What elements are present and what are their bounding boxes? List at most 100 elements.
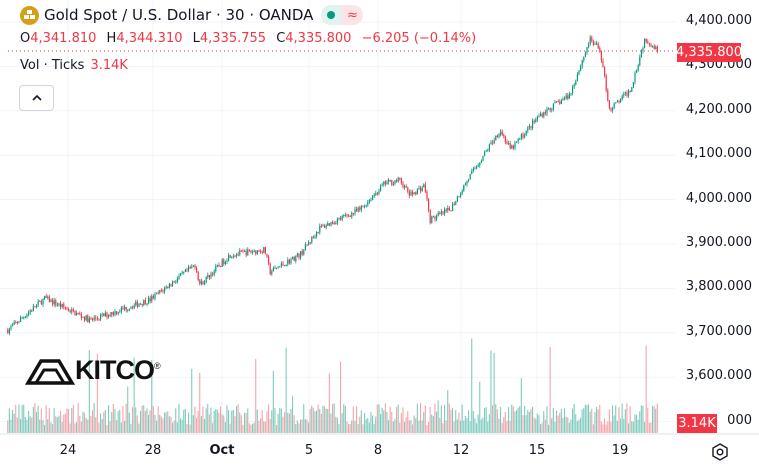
candle-body xyxy=(597,43,599,48)
candle-body xyxy=(181,272,183,274)
volume-bar xyxy=(205,408,207,433)
candle-body xyxy=(243,250,246,252)
candle-body xyxy=(327,223,329,226)
candle-body xyxy=(536,116,538,120)
volume-bar xyxy=(306,419,308,433)
candle-body xyxy=(123,307,126,309)
volume-bar xyxy=(149,410,151,433)
volume-bar xyxy=(72,405,74,433)
volume-bar xyxy=(106,424,108,433)
candle-body xyxy=(109,314,111,316)
candle-body xyxy=(381,184,383,186)
candle-body xyxy=(32,306,34,312)
candle-body xyxy=(55,300,57,306)
candle-body xyxy=(543,112,545,117)
candle-body xyxy=(18,321,20,323)
volume-bar xyxy=(154,414,156,433)
volume-bar xyxy=(183,409,185,433)
volume-bar xyxy=(64,413,66,433)
candle-body xyxy=(437,213,439,216)
candle-body xyxy=(139,303,142,305)
candle-body xyxy=(31,310,33,312)
candle-body xyxy=(594,43,596,45)
candle-body xyxy=(213,271,215,275)
volume-bar xyxy=(11,409,14,433)
candle-body xyxy=(167,286,169,288)
candle-body xyxy=(323,225,326,228)
volume-bar xyxy=(549,347,551,433)
candle-body xyxy=(263,247,265,253)
candle-body xyxy=(275,267,278,269)
candle-body xyxy=(85,315,87,321)
volume-bar xyxy=(200,416,202,433)
volume-bar xyxy=(416,403,418,433)
candle-body xyxy=(581,60,583,67)
candle-body xyxy=(645,38,647,42)
volume-bar xyxy=(403,421,406,433)
volume-bar xyxy=(384,403,386,433)
volume-bar xyxy=(83,412,86,433)
volume-bar xyxy=(360,410,362,433)
candle-body xyxy=(479,162,481,166)
candle-body xyxy=(343,215,345,217)
volume-bar xyxy=(426,424,428,433)
collapse-legend-button[interactable] xyxy=(19,85,54,111)
volume-bar xyxy=(375,416,377,433)
candle-body xyxy=(24,317,26,319)
candle-body xyxy=(264,247,266,255)
candle-body xyxy=(303,250,305,255)
volume-bar xyxy=(98,422,100,433)
candle-body xyxy=(114,311,116,315)
volume-bar xyxy=(90,416,92,433)
kitco-logo: KITCO® xyxy=(25,355,161,386)
volume-bar xyxy=(259,418,262,433)
candle-body xyxy=(184,269,186,272)
volume-bar xyxy=(496,409,498,433)
time-tick-label: 8 xyxy=(373,443,383,458)
candle-body xyxy=(210,273,212,278)
volume-bar xyxy=(227,410,230,433)
volume-bar xyxy=(195,418,198,433)
volume-bar xyxy=(250,424,252,433)
candle-body xyxy=(363,205,366,207)
volume-bar xyxy=(263,421,265,433)
volume-bar xyxy=(32,406,34,433)
volume-bar xyxy=(187,412,190,433)
chart-settings-button[interactable] xyxy=(710,442,730,466)
volume-bar xyxy=(239,412,241,433)
candle-body xyxy=(271,271,273,275)
candle-body xyxy=(482,156,484,161)
volume-bar xyxy=(458,412,460,433)
volume-bar xyxy=(336,417,338,433)
volume-bars xyxy=(7,338,658,433)
volume-bar xyxy=(429,406,431,433)
candle-body xyxy=(610,108,612,111)
candle-body xyxy=(149,297,151,302)
volume-bar xyxy=(80,421,82,433)
candle-body xyxy=(23,317,25,319)
volume-legend[interactable]: Vol · Ticks 3.14K xyxy=(20,58,128,73)
volume-bar xyxy=(181,419,183,433)
candle-body xyxy=(130,307,132,309)
candle-body xyxy=(8,328,10,334)
volume-bar xyxy=(344,405,346,433)
market-status[interactable]: ≈ xyxy=(321,5,364,25)
volume-bar xyxy=(311,405,313,433)
volume-bar xyxy=(605,424,607,433)
symbol-title[interactable]: Gold Spot / U.S. Dollar · 30 · OANDA xyxy=(44,6,314,24)
volume-bar xyxy=(314,411,316,433)
volume-bar xyxy=(21,405,23,433)
candle-body xyxy=(407,187,409,192)
volume-bar xyxy=(499,407,502,433)
volume-bar xyxy=(346,421,348,433)
candle-body xyxy=(415,192,417,195)
candle-body xyxy=(383,181,385,185)
candle-body xyxy=(506,141,508,144)
candle-body xyxy=(474,168,476,170)
candle-body xyxy=(266,254,268,257)
candle-body xyxy=(507,143,510,145)
volume-bar xyxy=(319,408,321,433)
volume-bar xyxy=(34,403,36,433)
candle-body xyxy=(402,183,404,188)
